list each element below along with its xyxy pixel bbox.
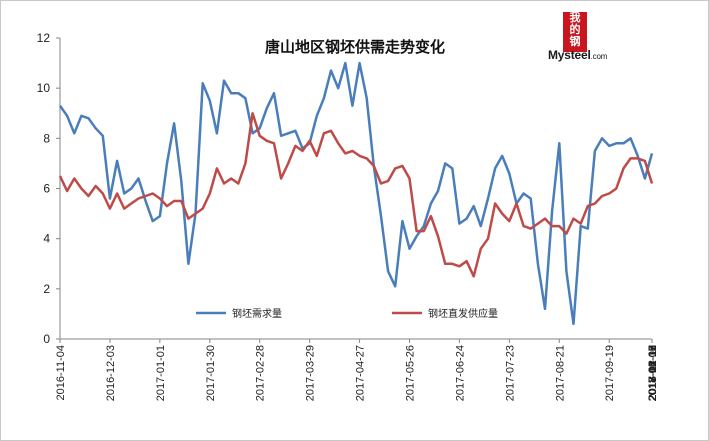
- logo-badge: 我 的 钢: [563, 12, 587, 52]
- x-tick-label: 2017-03-29: [305, 345, 317, 401]
- x-tick-label: 2017-10-18: [647, 345, 659, 401]
- x-tick-label: 2017-08-21: [554, 345, 566, 401]
- logo-brand-suffix: .com: [590, 52, 608, 61]
- x-tick-label: 2017-07-23: [504, 345, 516, 401]
- x-tick-label: 2017-06-24: [454, 345, 466, 401]
- logo-badge-char: 我: [569, 11, 581, 24]
- logo-brand: Mysteel.com: [548, 48, 607, 62]
- axes: 0 2 4 6 8 10 12 2016-11-04 2016-12-03 2017-01-01 2…: [37, 31, 659, 401]
- legend: 钢坯需求量 钢坯直发供应量: [196, 307, 498, 320]
- y-tick-label: 2: [43, 282, 50, 296]
- x-tick-label: 2016-11-04: [55, 345, 67, 400]
- series-line: [58, 112, 654, 278]
- x-tick-label: 2018-06-07: [647, 345, 659, 401]
- x-tick-label: 2018-01-13: [647, 345, 659, 401]
- x-tick-label: 2017-05-26: [404, 345, 416, 401]
- x-tick-label: 2016-12-03: [105, 345, 117, 401]
- x-tick-label: 2017-01-01: [155, 345, 167, 401]
- legend-label: 钢坯需求量: [232, 307, 282, 320]
- series-line: [58, 61, 654, 326]
- mysteel-logo: 我 的 钢 Mysteel.com: [548, 12, 618, 68]
- y-tick-label: 10: [37, 81, 51, 95]
- x-tick-label: 2017-11-16: [647, 345, 659, 400]
- x-tick-label: 2018-05-09: [647, 345, 659, 401]
- y-tick-label: 4: [43, 232, 50, 246]
- x-tick-label: 2017-01-30: [205, 345, 217, 401]
- y-tick-label: 12: [37, 31, 51, 45]
- x-tick-label: 2017-04-27: [355, 345, 367, 401]
- legend-label: 钢坯直发供应量: [428, 307, 498, 320]
- x-tick-label: 2018-04-10: [647, 345, 659, 401]
- y-tick-label: 0: [43, 332, 50, 346]
- logo-brand-main: Mysteel: [548, 48, 591, 62]
- y-tick-label: 6: [43, 182, 50, 196]
- x-tick-label: 2017-09-19: [604, 345, 616, 401]
- y-tick-label: 8: [43, 131, 50, 145]
- chart-title: 唐山地区钢坯供需走势变化: [265, 38, 445, 56]
- x-tick-label: 2018-03-12: [647, 345, 659, 401]
- x-tick-label: 2017-12-15: [647, 345, 659, 401]
- logo-badge-char: 钢: [569, 35, 581, 48]
- x-tick-label: 2017-02-28: [255, 345, 267, 401]
- x-tick-label: 2018-02-11: [647, 345, 659, 400]
- logo-badge-char: 的: [569, 23, 581, 36]
- series-lines: [58, 61, 654, 326]
